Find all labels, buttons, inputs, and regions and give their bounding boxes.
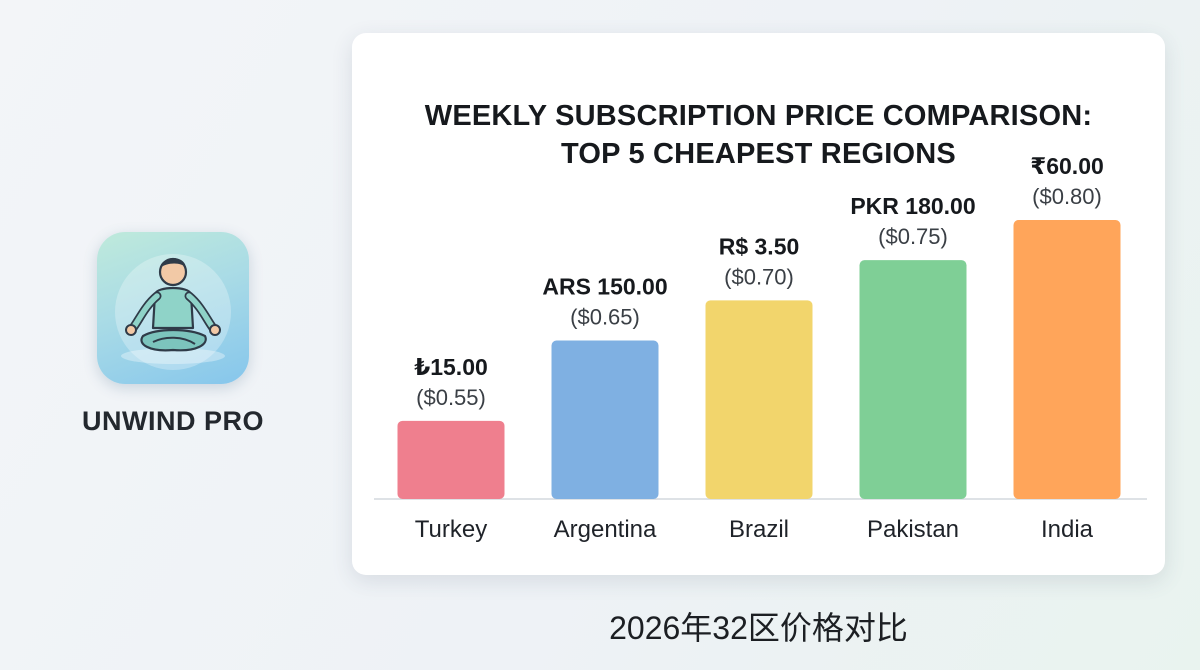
bar-chart: ₺15.00 ($0.55) Turkey ARS 150.00 ($0.65) Arge… xyxy=(374,153,1147,544)
meditation-person-icon xyxy=(97,232,249,384)
x-tick-label: India xyxy=(1041,516,1094,543)
usd-price-label: ($0.65) xyxy=(570,305,640,330)
bar-pakistan xyxy=(859,260,967,499)
bar-india xyxy=(1013,220,1121,499)
app-name: UNWIND PRO xyxy=(82,406,264,436)
x-tick-label: Brazil xyxy=(729,516,789,543)
usd-price-label: ($0.55) xyxy=(416,385,486,410)
app-branding: UNWIND PRO xyxy=(60,232,286,437)
chart-title: WEEKLY SUBSCRIPTION PRICE COMPARISON: TO… xyxy=(352,97,1165,173)
bar-turkey xyxy=(397,420,505,499)
x-tick-label: Argentina xyxy=(554,516,657,543)
bar-group-india: ₹60.00 ($0.80) India xyxy=(1013,153,1121,543)
footer-caption: 2026年32区价格对比 xyxy=(609,610,908,646)
usd-price-label: ($0.70) xyxy=(724,264,794,289)
local-price-label: ₺15.00 xyxy=(414,354,488,380)
x-tick-label: Turkey xyxy=(415,516,487,543)
bar-argentina xyxy=(551,340,659,499)
chart-title-line-2: TOP 5 CHEAPEST REGIONS xyxy=(561,138,956,170)
x-tick-label: Pakistan xyxy=(867,516,959,543)
local-price-label: PKR 180.00 xyxy=(850,193,975,219)
usd-price-label: ($0.80) xyxy=(1032,184,1102,209)
bar-group-turkey: ₺15.00 ($0.55) Turkey xyxy=(397,354,505,543)
bar-group-brazil: R$ 3.50 ($0.70) Brazil xyxy=(705,233,813,543)
chart-title-line-1: WEEKLY SUBSCRIPTION PRICE COMPARISON: xyxy=(424,100,1093,132)
bar-brazil xyxy=(705,300,813,499)
local-price-label: R$ 3.50 xyxy=(719,233,800,259)
bar-group-pakistan: PKR 180.00 ($0.75) Pakistan xyxy=(850,193,975,543)
local-price-label: ₹60.00 xyxy=(1030,153,1104,179)
usd-price-label: ($0.75) xyxy=(878,224,948,249)
local-price-label: ARS 150.00 xyxy=(542,274,667,300)
bar-group-argentina: ARS 150.00 ($0.65) Argentina xyxy=(542,274,667,544)
